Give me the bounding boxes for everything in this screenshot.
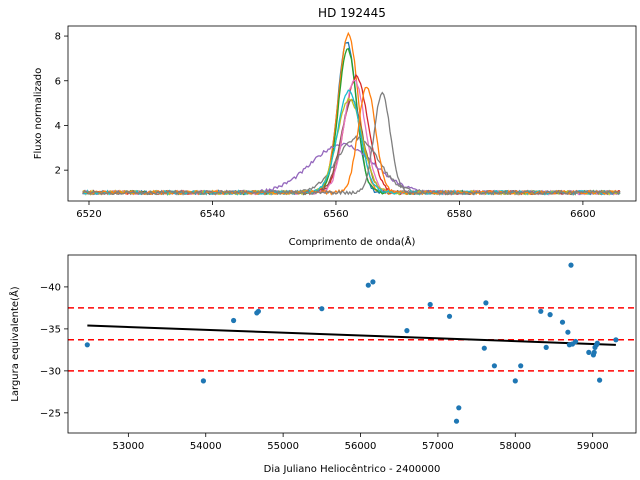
- ew-x-tick-label: 55000: [267, 441, 299, 452]
- ew-points-group: [84, 262, 619, 424]
- ew-x-tick-label: 58000: [499, 441, 531, 452]
- ew-data-point: [565, 329, 571, 335]
- ew-x-tick-label: 59000: [577, 441, 609, 452]
- ew-data-point: [453, 418, 460, 424]
- ew-data-point: [613, 337, 619, 343]
- ew-data-point: [591, 349, 597, 355]
- ew-data-point: [512, 378, 518, 384]
- ew-data-point: [446, 313, 453, 319]
- ew-x-tick-label: 57000: [422, 441, 454, 452]
- ew-data-point: [427, 301, 433, 308]
- ew-y-tick-label: −30: [40, 366, 61, 377]
- ew-data-point: [200, 378, 206, 384]
- ew-data-point: [483, 300, 489, 306]
- ew-data-point: [404, 328, 410, 334]
- spectrum-x-axis-label: Comprimento de onda(Å): [289, 235, 416, 248]
- ew-y-ticks: −40 −35 −30 −25: [40, 282, 68, 419]
- ew-y-tick-label: −40: [40, 282, 61, 293]
- ew-data-point: [491, 363, 497, 369]
- ew-y-axis-label: Largura equivalente(Å): [8, 286, 21, 401]
- spectrum-y-tick-label: 6: [55, 76, 61, 87]
- ew-data-point: [365, 282, 371, 288]
- ew-data-point: [597, 377, 603, 383]
- spectrum-y-ticks: 2 4 6 8: [55, 32, 68, 177]
- ew-data-point: [538, 308, 544, 314]
- ew-data-point: [573, 338, 579, 345]
- spectrum-x-ticks: 6520 6540 6560 6580 6600: [76, 201, 596, 220]
- ew-data-point: [594, 340, 600, 346]
- equivalent-width-panel: 53000 54000 55000 56000 57000 58000 59000 −40−…: [8, 254, 637, 475]
- spectrum-line-11: [82, 86, 621, 196]
- ew-data-point: [586, 349, 592, 355]
- spectrum-panel: HD 192445 6520 6540 6560 6580 6600 2 4 6 8 Comp…: [33, 6, 637, 248]
- ew-y-tick-label: −35: [40, 324, 61, 335]
- spectrum-line-12: [82, 91, 621, 196]
- spectrum-y-tick-label: 4: [55, 121, 61, 132]
- spectrum-y-tick-label: 8: [55, 32, 61, 43]
- ew-data-point: [518, 363, 524, 369]
- ew-data-point: [456, 405, 462, 411]
- spectrum-series-group: [82, 31, 621, 196]
- spectrum-x-tick-label: 6600: [570, 209, 595, 220]
- spectrum-plot-frame: [67, 25, 637, 202]
- spectrum-chart-title: HD 192445: [318, 6, 386, 20]
- ew-trend-line: [87, 324, 616, 346]
- spectrum-x-tick-label: 6520: [76, 209, 101, 220]
- ew-y-tick-label: −25: [40, 408, 61, 419]
- ew-data-point: [370, 279, 376, 285]
- spectrum-y-axis-label: Fluxo normalizado: [33, 68, 44, 159]
- ew-data-point: [84, 342, 90, 348]
- ew-data-point: [481, 345, 487, 351]
- spectrum-y-tick-label: 2: [55, 166, 61, 177]
- ew-lines-group: [68, 307, 636, 372]
- ew-data-point: [547, 312, 553, 318]
- spectrum-x-tick-label: 6580: [447, 209, 472, 220]
- ew-data-point: [255, 308, 261, 314]
- ew-data-point: [319, 306, 325, 312]
- spectrum-x-tick-label: 6540: [200, 209, 225, 220]
- ew-plot-frame: [67, 254, 637, 434]
- ew-x-tick-label: 56000: [345, 441, 377, 452]
- ew-data-point: [568, 262, 574, 268]
- ew-x-axis-label: Dia Juliano Heliocêntrico - 2400000: [264, 463, 441, 475]
- ew-data-point: [231, 317, 237, 324]
- spectrum-x-tick-label: 6560: [323, 209, 348, 220]
- ew-data-point: [559, 319, 566, 325]
- ew-x-tick-label: 53000: [112, 441, 144, 452]
- ew-x-ticks: 53000 54000 55000 56000 57000 58000 59000: [112, 433, 609, 452]
- ew-data-point: [543, 344, 549, 350]
- ew-x-tick-label: 54000: [190, 441, 222, 452]
